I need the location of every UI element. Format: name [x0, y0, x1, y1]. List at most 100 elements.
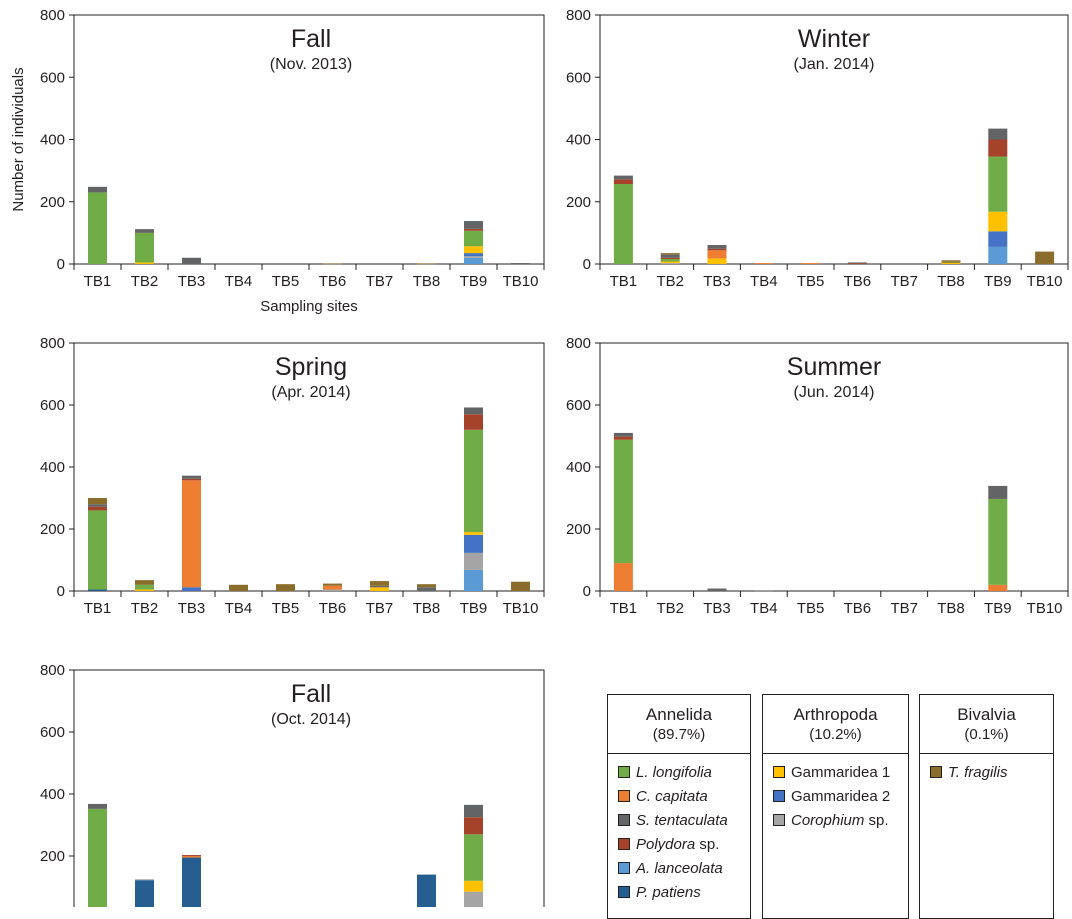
chart-title: Winter [798, 25, 870, 53]
x-tick-label: TB7 [366, 600, 394, 617]
bar-segment-tb8-p-patiens [417, 874, 436, 907]
y-tick-label: 600 [566, 397, 591, 414]
bar-segment-tb1-l-longifolia [613, 439, 633, 564]
bar-segment-tb9-a-lanceolata [464, 257, 483, 264]
bar-segment-tb9-a-lanceolata [464, 569, 483, 591]
x-tick-label: TB4 [750, 600, 778, 617]
x-tick-label: TB2 [656, 600, 684, 617]
x-tick-label: TB6 [844, 273, 872, 290]
bar-segment-tb3-polydora [182, 855, 201, 856]
x-tick-label: TB4 [225, 600, 253, 617]
legend-swatch [773, 766, 785, 778]
x-tick-label: TB10 [1027, 600, 1063, 617]
legend-phylum-name: Annelida [645, 705, 713, 724]
y-tick-label: 400 [566, 459, 591, 476]
bar-segment-tb9-polydora [464, 817, 483, 835]
bar-segment-tb9-polydora [464, 414, 483, 430]
legend-item-gammaridea2: Gammaridea 2 [773, 784, 908, 808]
bar-segment-tb8-t-fragilis [417, 263, 436, 265]
bar-segment-tb9-s-tentaculata [464, 407, 483, 415]
x-tick-label: TB10 [503, 273, 539, 290]
bar-segment-tb2-p-patiens [135, 880, 154, 907]
bar-segment-tb2-s-tentaculata [660, 254, 680, 258]
bar-segment-tb3-polydora [707, 248, 727, 251]
x-tick-label: TB5 [272, 273, 300, 290]
legend-species-name: P. patiens [636, 883, 701, 901]
bar-segment-tb3-c-capitata [707, 250, 727, 259]
legend-species-suffix: Gammaridea 1 [791, 763, 891, 781]
bar-segment-tb9-l-longifolia [464, 834, 483, 881]
bar-segment-tb2-gammaridea1 [135, 262, 154, 264]
legend-species-name: T. fragilis [948, 763, 1008, 781]
y-tick-label: 0 [583, 583, 591, 600]
x-tick-label: TB1 [84, 600, 112, 617]
x-tick-label: TB6 [844, 600, 872, 617]
bar-segment-tb4-c-capitata [754, 263, 774, 264]
chart-panel-2: 0 200 400 600 800 TB1 TB2 TB3 TB4 TB5 TB6 TB7 TB8 TB9… [566, 7, 1069, 290]
bar-segment-tb2-t-fragilis [135, 580, 154, 585]
bar-segment-tb9-s-tentaculata [464, 804, 483, 818]
chart-panel-5: 0200400600800Fall(Oct. 2014) [40, 662, 545, 907]
y-tick-label: 600 [40, 69, 65, 86]
y-tick-label: 400 [40, 459, 65, 476]
chart-subtitle: (Nov. 2013) [270, 56, 352, 73]
bar-segment-tb10-t-fragilis [511, 581, 530, 591]
x-tick-label: TB1 [610, 273, 638, 290]
chart-title: Spring [275, 353, 347, 381]
bar-segment-tb6-s-tentaculata [847, 262, 867, 264]
chart-subtitle: (Jan. 2014) [794, 56, 875, 73]
legend-species-suffix: Gammaridea 2 [791, 787, 891, 805]
bar-segment-tb9-polydora [464, 228, 483, 231]
x-tick-label: TB2 [131, 273, 159, 290]
x-tick-label: TB5 [797, 273, 825, 290]
x-tick-label: TB10 [1027, 273, 1063, 290]
bar-segment-tb7-gammaridea1 [370, 587, 389, 591]
bar-segment-tb6-corophium [323, 589, 342, 591]
x-tick-label: TB3 [178, 600, 206, 617]
bar-segment-tb9-gammaridea1 [464, 880, 483, 892]
y-tick-label: 400 [566, 132, 591, 149]
y-tick-label: 800 [40, 7, 65, 24]
legend-item-gammaridea1: Gammaridea 1 [773, 760, 908, 784]
legend-item-l-longifolia: L. longifolia [618, 760, 750, 784]
y-tick-label: 800 [566, 335, 591, 352]
bar-segment-tb9-gammaridea2 [464, 253, 483, 257]
legend-item-c-capitata: C. capitata [618, 784, 750, 808]
legend-species-suffix: sp. [864, 811, 889, 829]
x-tick-label: TB1 [84, 273, 112, 290]
x-tick-label: TB9 [460, 600, 488, 617]
x-tick-label: TB4 [225, 273, 253, 290]
x-tick-label: TB2 [656, 273, 684, 290]
y-tick-label: 600 [40, 397, 65, 414]
bar-segment-tb1-s-tentaculata [613, 175, 633, 180]
x-tick-label: TB7 [366, 273, 394, 290]
y-tick-label: 800 [40, 335, 65, 352]
bar-segment-tb3-gammaridea2 [182, 587, 201, 591]
bar-segment-tb2-polydora [660, 257, 680, 260]
bar-segment-tb9-s-tentaculata [464, 221, 483, 229]
legend-group-bivalvia: Bivalvia (0.1%) T. fragilis [919, 694, 1054, 919]
y-tick-label: 200 [40, 194, 65, 211]
y-tick-label: 600 [40, 724, 65, 741]
legend-phylum-name: Arthropoda [793, 705, 878, 724]
x-tick-label: TB9 [984, 273, 1012, 290]
x-tick-label: TB8 [413, 600, 441, 617]
bar-segment-tb2-l-longifolia [135, 232, 154, 263]
x-tick-label: TB3 [703, 600, 731, 617]
bar-segment-tb9-corophium [464, 256, 483, 258]
bar-segment-tb2-l-longifolia [660, 259, 680, 262]
bar-segment-tb7-s-tentaculata [370, 585, 389, 588]
x-tick-label: TB1 [610, 600, 638, 617]
legend-species-name: S. tentaculata [636, 811, 728, 829]
bar-segment-tb8-gammaridea1 [941, 262, 961, 264]
legend-species-name: L. longifolia [636, 763, 712, 781]
bar-segment-tb9-gammaridea2 [464, 534, 483, 553]
chart-title: Summer [787, 353, 881, 381]
legend-group-header: Arthropoda (10.2%) [763, 695, 908, 754]
chart-subtitle: (Apr. 2014) [271, 384, 350, 401]
bar-segment-tb2-gammaridea1 [135, 589, 154, 591]
bar-segment-tb9-gammaridea2 [988, 231, 1008, 247]
legend-item-p-patiens: P. patiens [618, 880, 750, 904]
legend-species-name: Corophium [791, 811, 865, 829]
y-tick-label: 600 [566, 69, 591, 86]
